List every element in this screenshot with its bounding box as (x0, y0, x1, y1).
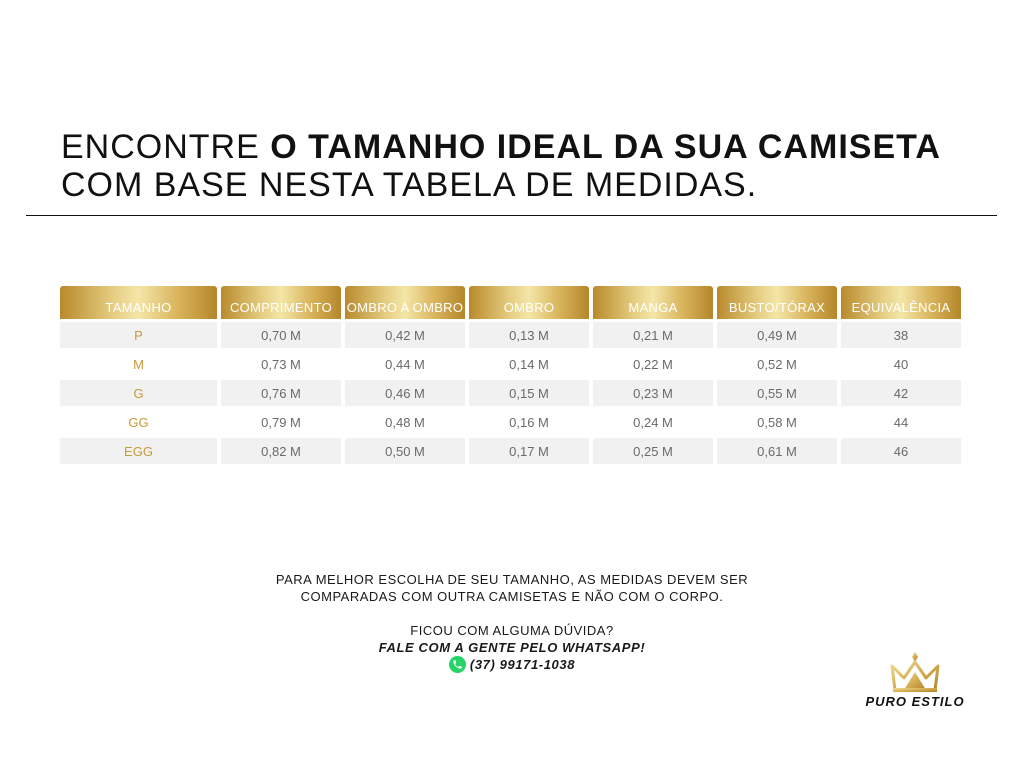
size-label: GG (128, 414, 149, 430)
footer-note: PARA MELHOR ESCOLHA DE SEU TAMANHO, AS M… (262, 571, 762, 673)
phone-line[interactable]: (37) 99171-1038 (262, 656, 762, 673)
divider (26, 215, 997, 216)
measurement-cell: 38 (841, 322, 961, 348)
column-header: OMBRO (469, 286, 589, 319)
brand-logo: PURO ESTILO (862, 650, 968, 712)
measurement-cell: 0,76 M (221, 380, 341, 406)
headline: ENCONTRE O TAMANHO IDEAL DA SUA CAMISETA… (61, 128, 1001, 204)
table-row: EGG 0,82 M 0,50 M 0,17 M 0,25 M 0,61 M 46 (60, 438, 961, 464)
table-row: G 0,76 M 0,46 M 0,15 M 0,23 M 0,55 M 42 (60, 380, 961, 406)
size-label: EGG (60, 438, 217, 464)
measurement-cell: 42 (841, 380, 961, 406)
measurement-cell: 0,55 M (717, 380, 837, 406)
whatsapp-icon (448, 656, 466, 673)
measurement-cell: 0,48 M (385, 414, 425, 430)
measurement-cell: 0,49 M (717, 322, 837, 348)
measurement-cell: 0,50 M (345, 438, 465, 464)
measurement-cell: 40 (893, 356, 909, 372)
table-row: P 0,70 M 0,42 M 0,13 M 0,21 M 0,49 M 38 (60, 322, 961, 348)
measurement-cell: 0,24 M (633, 414, 673, 430)
headline-lead: ENCONTRE (61, 128, 271, 166)
table-row: M 0,73 M 0,44 M 0,14 M 0,22 M 0,52 M 40 (60, 351, 961, 377)
column-header: EQUIVALÊNCIA (841, 286, 961, 319)
measurement-cell: 0,79 M (261, 414, 301, 430)
measurement-cell: 0,21 M (593, 322, 713, 348)
column-header: TAMANHO (60, 286, 217, 319)
size-label: M (133, 356, 144, 372)
column-header: BUSTO/TÓRAX (717, 286, 837, 319)
measurement-cell: 0,44 M (385, 356, 425, 372)
note-line-2: COMPARADAS COM OUTRA CAMISETAS E NÃO COM… (300, 589, 724, 604)
measurement-cell: 0,70 M (221, 322, 341, 348)
phone-number: (37) 99171-1038 (469, 657, 576, 672)
measurement-cell: 0,58 M (757, 414, 797, 430)
table-row: GG 0,79 M 0,48 M 0,16 M 0,24 M 0,58 M 44 (60, 409, 961, 435)
measurement-cell: 0,73 M (261, 356, 301, 372)
whatsapp-cta: FALE COM A GENTE PELO WHATSAPP! (378, 640, 646, 655)
measurement-cell: 0,42 M (345, 322, 465, 348)
brand-name: PURO ESTILO (865, 694, 965, 709)
measurement-cell: 0,23 M (593, 380, 713, 406)
measurement-cell: 0,82 M (221, 438, 341, 464)
measurement-cell: 44 (893, 414, 909, 430)
measurement-cell: 0,16 M (509, 414, 549, 430)
measurement-cell: 0,15 M (469, 380, 589, 406)
measurement-cell: 0,14 M (509, 356, 549, 372)
size-label: P (60, 322, 217, 348)
measurement-cell: 0,22 M (633, 356, 673, 372)
measurement-cell: 0,13 M (469, 322, 589, 348)
crown-icon (890, 652, 940, 692)
note-line-1: PARA MELHOR ESCOLHA DE SEU TAMANHO, AS M… (275, 572, 749, 587)
measurement-cell: 0,52 M (757, 356, 797, 372)
size-table: TAMANHO COMPRIMENTO OMBRO A OMBRO OMBRO MANG… (60, 286, 961, 467)
column-header: COMPRIMENTO (221, 286, 341, 319)
measurement-cell: 0,46 M (345, 380, 465, 406)
measurement-cell: 0,17 M (469, 438, 589, 464)
headline-emphasis: O TAMANHO IDEAL DA SUA CAMISETA (270, 128, 941, 166)
question-text: FICOU COM ALGUMA DÚVIDA? (410, 623, 614, 638)
table-header-row: TAMANHO COMPRIMENTO OMBRO A OMBRO OMBRO MANG… (60, 286, 961, 319)
measurement-cell: 46 (841, 438, 961, 464)
size-label: G (60, 380, 217, 406)
column-header: OMBRO A OMBRO (345, 286, 465, 319)
headline-line-2: COM BASE NESTA TABELA DE MEDIDAS. (61, 166, 758, 204)
headline-line-1: ENCONTRE O TAMANHO IDEAL DA SUA CAMISETA (61, 128, 1001, 166)
column-header: MANGA (593, 286, 713, 319)
measurement-cell: 0,61 M (717, 438, 837, 464)
measurement-cell: 0,25 M (593, 438, 713, 464)
